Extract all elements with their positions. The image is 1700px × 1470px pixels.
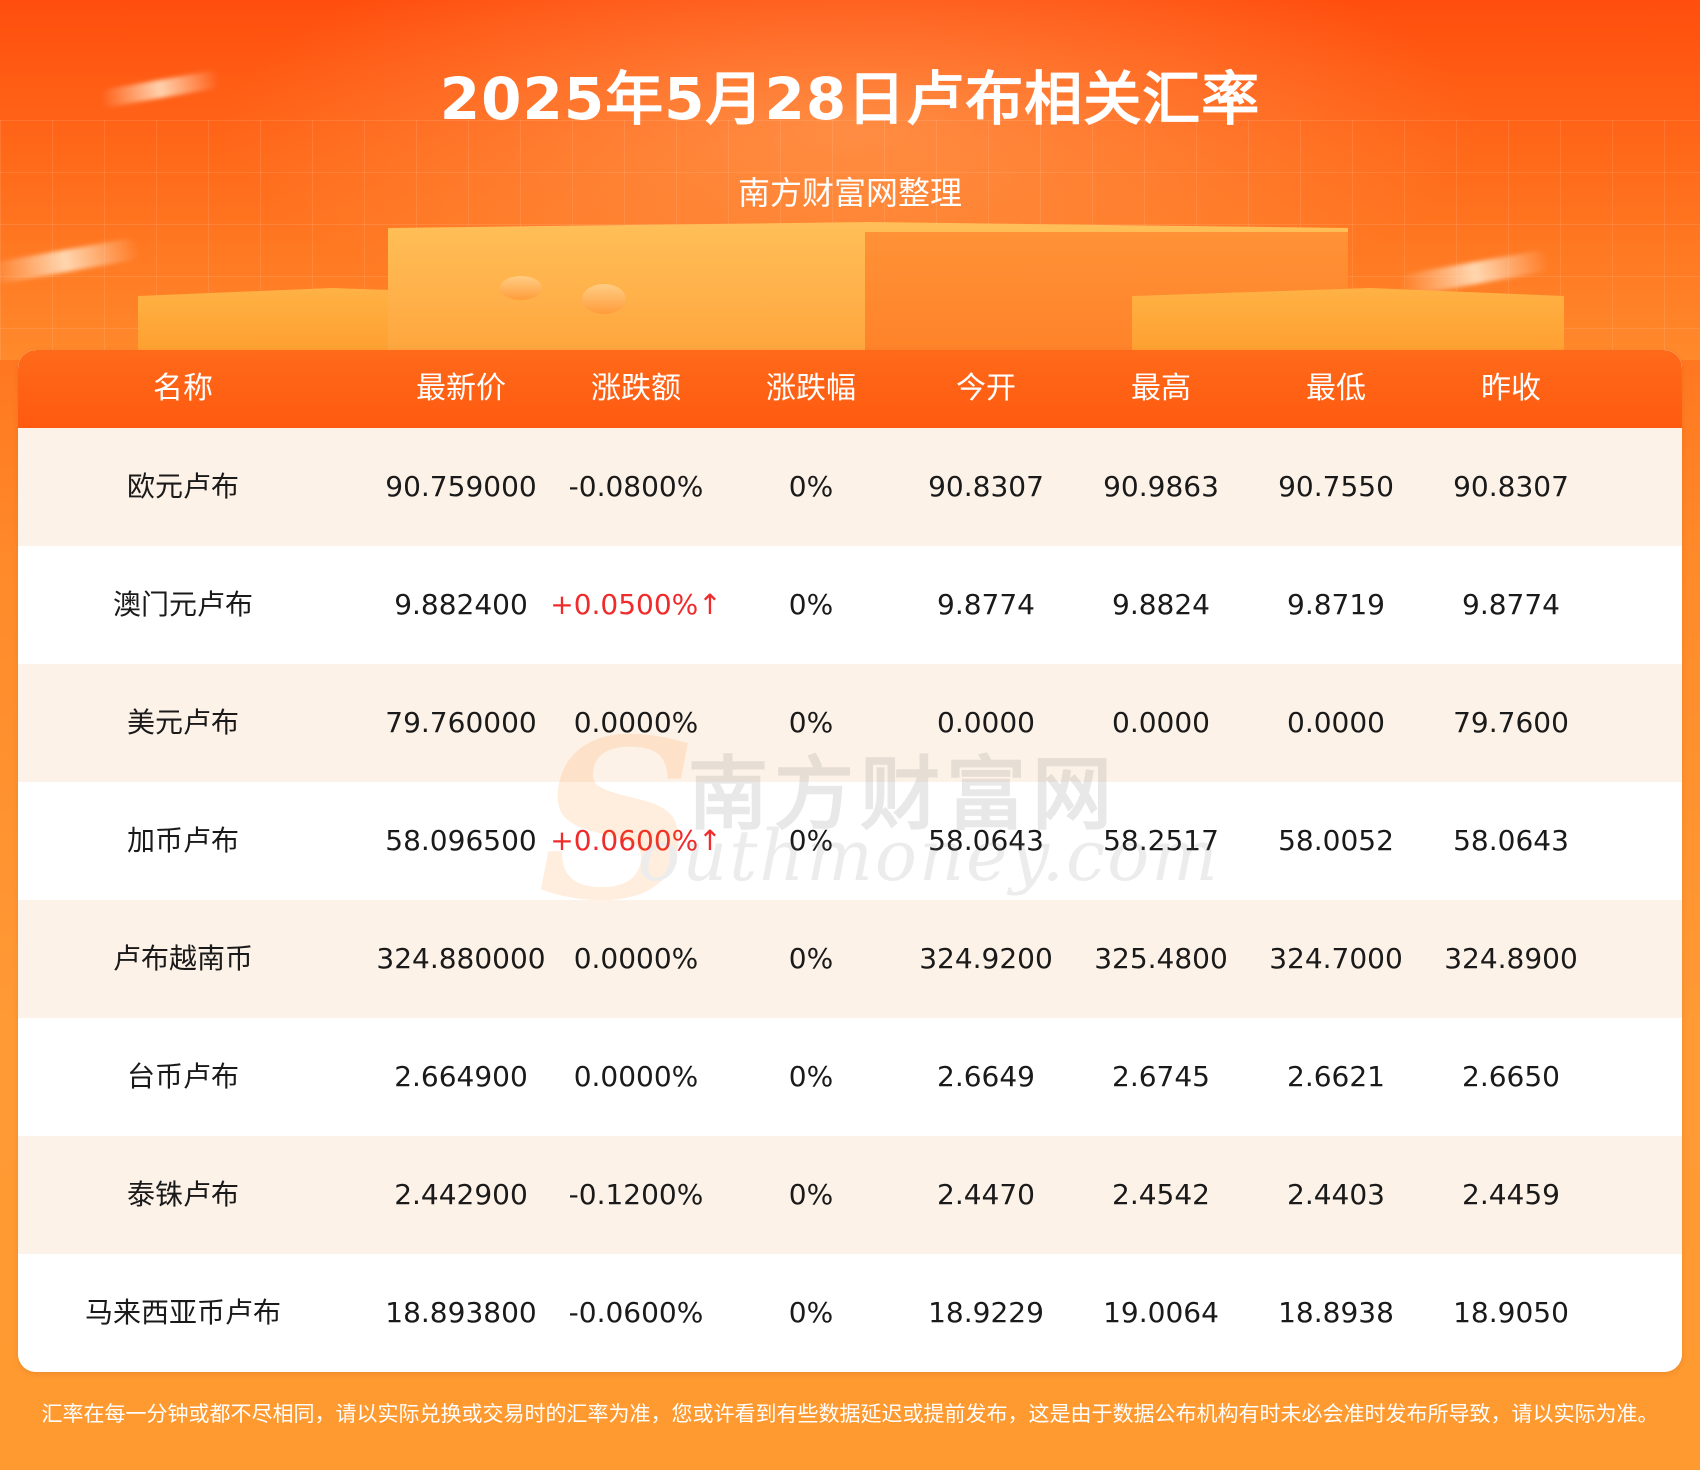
- cell-change: 0.0000%: [573, 706, 699, 739]
- cell-low: 2.4403: [1287, 1178, 1385, 1211]
- cell-latest: 9.882400: [394, 588, 528, 621]
- table-row: 美元卢布 79.760000 0.0000% 0% 0.0000 0.0000 …: [18, 664, 1682, 782]
- cell-prev-close: 18.9050: [1453, 1296, 1569, 1329]
- cell-latest: 324.880000: [376, 942, 546, 975]
- table-row: 泰铢卢布 2.442900 -0.1200% 0% 2.4470 2.4542 …: [18, 1136, 1682, 1254]
- cell-change: +0.0600%↑: [550, 824, 722, 857]
- table-row: 台币卢布 2.664900 0.0000% 0% 2.6649 2.6745 2…: [18, 1018, 1682, 1136]
- cell-low: 2.6621: [1287, 1060, 1385, 1093]
- coin-decoration: [500, 276, 542, 300]
- hero-banner: 2025年5月28日卢布相关汇率 南方财富网整理: [0, 0, 1700, 360]
- cell-high: 325.4800: [1094, 942, 1228, 975]
- cell-high: 19.0064: [1103, 1296, 1219, 1329]
- cell-latest: 58.096500: [385, 824, 537, 857]
- cell-change: -0.0600%: [568, 1296, 704, 1329]
- table-row: 澳门元卢布 9.882400 +0.0500%↑ 0% 9.8774 9.882…: [18, 546, 1682, 664]
- column-header-high: 最高: [1131, 371, 1191, 406]
- table-row: 卢布越南币 324.880000 0.0000% 0% 324.9200 325…: [18, 900, 1682, 1018]
- cell-latest: 90.759000: [385, 470, 537, 503]
- cell-name: 卢布越南币: [112, 942, 253, 975]
- cell-name: 美元卢布: [126, 706, 239, 739]
- cell-low: 90.7550: [1278, 470, 1394, 503]
- cell-low: 0.0000: [1287, 706, 1385, 739]
- cell-name: 马来西亚币卢布: [84, 1296, 281, 1329]
- table-row: 欧元卢布 90.759000 -0.0800% 0% 90.8307 90.98…: [18, 428, 1682, 546]
- cell-change: 0.0000%: [573, 1060, 699, 1093]
- cell-change-pct: 0%: [788, 1060, 834, 1093]
- cell-open: 58.0643: [928, 824, 1044, 857]
- page-title: 2025年5月28日卢布相关汇率: [439, 65, 1261, 133]
- cell-prev-close: 9.8774: [1462, 588, 1560, 621]
- cell-latest: 79.760000: [385, 706, 537, 739]
- cell-change: +0.0500%↑: [550, 588, 722, 621]
- cell-prev-close: 79.7600: [1453, 706, 1569, 739]
- cell-name: 泰铢卢布: [126, 1178, 239, 1211]
- cell-high: 2.4542: [1112, 1178, 1210, 1211]
- cell-low: 58.0052: [1278, 824, 1394, 857]
- cell-prev-close: 2.6650: [1462, 1060, 1560, 1093]
- column-header-low: 最低: [1306, 371, 1366, 406]
- cell-name: 台币卢布: [126, 1060, 239, 1093]
- cell-open: 9.8774: [937, 588, 1035, 621]
- rates-table: 名称 最新价 涨跌额 涨跌幅 今开 最高 最低 昨收 欧元卢布 90.75900…: [18, 350, 1682, 1372]
- table-row: 马来西亚币卢布 18.893800 -0.0600% 0% 18.9229 19…: [18, 1254, 1682, 1372]
- cell-open: 2.4470: [937, 1178, 1035, 1211]
- coin-decoration: [582, 284, 626, 314]
- cell-change: 0.0000%: [573, 942, 699, 975]
- cell-high: 0.0000: [1112, 706, 1210, 739]
- cell-low: 18.8938: [1278, 1296, 1394, 1329]
- cell-open: 0.0000: [937, 706, 1035, 739]
- cell-prev-close: 2.4459: [1462, 1178, 1560, 1211]
- cell-change: -0.1200%: [568, 1178, 704, 1211]
- cell-low: 9.8719: [1287, 588, 1385, 621]
- column-header-open: 今开: [956, 371, 1016, 406]
- page-subtitle: 南方财富网整理: [737, 174, 962, 212]
- column-header-change: 涨跌额: [591, 371, 681, 406]
- podium-right: [1132, 288, 1564, 360]
- cell-change-pct: 0%: [788, 942, 834, 975]
- cell-open: 90.8307: [928, 470, 1044, 503]
- cell-change-pct: 0%: [788, 1178, 834, 1211]
- cell-low: 324.7000: [1269, 942, 1403, 975]
- cell-latest: 2.664900: [394, 1060, 528, 1093]
- cell-change-pct: 0%: [788, 824, 834, 857]
- cell-open: 324.9200: [919, 942, 1053, 975]
- cell-change-pct: 0%: [788, 470, 834, 503]
- cell-name: 加币卢布: [126, 824, 239, 857]
- cell-change-pct: 0%: [788, 706, 834, 739]
- column-header-prev-close: 昨收: [1481, 371, 1541, 406]
- cell-high: 90.9863: [1103, 470, 1219, 503]
- column-header-latest: 最新价: [416, 371, 506, 406]
- cell-high: 9.8824: [1112, 588, 1210, 621]
- cell-latest: 2.442900: [394, 1178, 528, 1211]
- cell-prev-close: 58.0643: [1453, 824, 1569, 857]
- cell-high: 58.2517: [1103, 824, 1219, 857]
- cell-name: 澳门元卢布: [112, 588, 253, 621]
- cell-change-pct: 0%: [788, 1296, 834, 1329]
- column-header-change-pct: 涨跌幅: [766, 371, 856, 406]
- cell-change-pct: 0%: [788, 588, 834, 621]
- cell-change: -0.0800%: [568, 470, 704, 503]
- cell-open: 18.9229: [928, 1296, 1044, 1329]
- disclaimer-note: 汇率在每一分钟或都不尽相同，请以实际兑换或交易时的汇率为准，您或许看到有些数据延…: [41, 1402, 1659, 1426]
- table-row: 加币卢布 58.096500 +0.0600%↑ 0% 58.0643 58.2…: [18, 782, 1682, 900]
- cell-prev-close: 324.8900: [1444, 942, 1578, 975]
- cell-name: 欧元卢布: [126, 470, 239, 503]
- cell-open: 2.6649: [937, 1060, 1035, 1093]
- cell-high: 2.6745: [1112, 1060, 1210, 1093]
- column-header-name: 名称: [153, 371, 213, 406]
- cell-latest: 18.893800: [385, 1296, 537, 1329]
- table-header: 名称 最新价 涨跌额 涨跌幅 今开 最高 最低 昨收: [18, 350, 1682, 428]
- cell-prev-close: 90.8307: [1453, 470, 1569, 503]
